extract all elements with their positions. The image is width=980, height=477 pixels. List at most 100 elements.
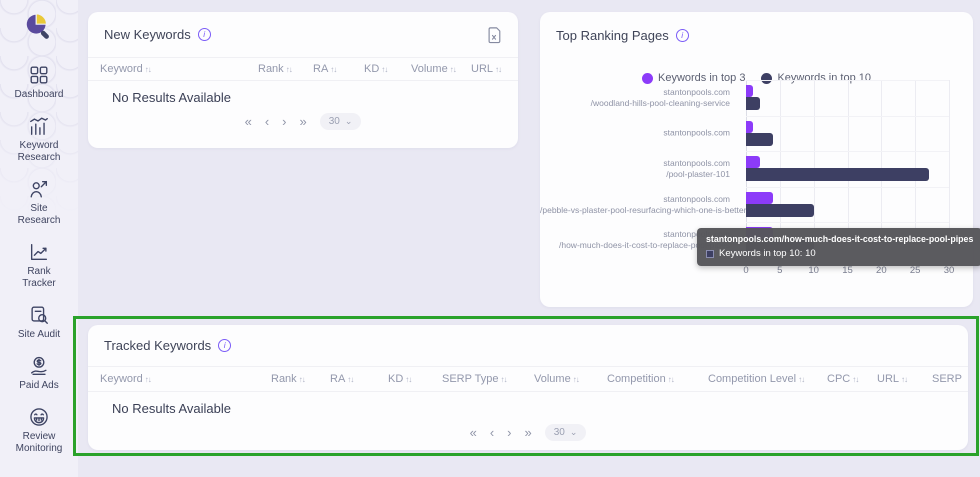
sort-icon: ↑↓ [298,375,306,384]
sidebar-item-paid-ads[interactable]: Paid Ads [10,355,68,392]
app-logo[interactable] [22,10,56,44]
pie-magnifier-logo-icon [26,13,49,39]
page-size-select[interactable]: 30 ⌄ [544,424,587,441]
sidebar-item-label: Dashboard [14,89,64,100]
gridline-horizontal [746,151,949,153]
keyword-research-icon [28,115,50,137]
sidebar-item-label: Rank Tracker [22,266,56,289]
column-label: SERP [932,373,962,385]
chevron-down-icon: ⌄ [569,426,578,437]
info-icon[interactable]: i [675,28,689,42]
tooltip-series-swatch [706,249,714,258]
column-header-ra[interactable]: RA ↑↓ [313,63,364,75]
column-header-rank[interactable]: Rank ↑↓ [271,373,330,385]
sidebar-item-label: Site Audit [17,329,61,340]
column-label: Volume [534,373,571,385]
new-keywords-title: New Keywords [104,27,191,42]
column-header-keyword[interactable]: Keyword ↑↓ [100,63,258,75]
bar-keywords-in-top-3[interactable] [746,120,753,133]
column-label: URL [877,373,900,385]
column-label: Keyword [100,373,143,385]
sidebar-item-rank-tracker[interactable]: Rank Tracker [10,241,68,290]
bar-keywords-in-top-10[interactable] [746,203,814,217]
column-header-serp: SERP [932,373,962,385]
column-header-kd[interactable]: KD ↑↓ [364,63,411,75]
column-header-serp-type[interactable]: SERP Type ↑↓ [442,373,534,385]
column-header-cpc[interactable]: CPC ↑↓ [827,373,877,385]
column-header-keyword[interactable]: Keyword ↑↓ [100,373,271,385]
tracked-keywords-pagination: « ‹ › » 30 ⌄ [88,424,968,441]
sort-icon: ↑↓ [405,375,412,384]
x-tick-label: 5 [777,265,783,276]
chevron-down-icon: ⌄ [344,115,353,126]
pagination-prev-button[interactable]: ‹ [264,114,270,129]
sidebar-nav: Dashboard Keyword Research Site Research Ra… [0,44,78,455]
chart-tooltip: stantonpools.com/how-much-does-it-cost-t… [697,228,980,266]
pagination-last-button[interactable]: » [299,114,307,129]
new-keywords-pagination: « ‹ › » 30 ⌄ [88,113,518,130]
x-tick-label: 0 [743,265,749,276]
legend-label: Keywords in top 3 [658,72,746,84]
bar-keywords-in-top-10[interactable] [746,168,929,182]
sort-icon: ↑↓ [667,375,675,384]
column-label: Keyword [100,63,143,75]
x-tick-label: 10 [808,265,819,276]
tracked-keywords-empty-text: No Results Available [112,401,231,416]
sidebar-item-site-research[interactable]: Site Research [10,178,68,227]
gridline-horizontal [746,186,949,188]
page-size-select[interactable]: 30 ⌄ [319,113,362,130]
column-label: Rank [258,63,284,75]
paid-ads-icon [28,355,50,377]
review-monitoring-icon [28,406,50,428]
category-label: stantonpools.com/pebble-vs-plaster-pool-… [540,193,747,215]
column-label: URL [471,63,494,75]
column-header-volume[interactable]: Volume ↑↓ [411,63,471,75]
pagination-prev-button[interactable]: ‹ [489,425,495,440]
sort-icon: ↑↓ [572,375,580,384]
sidebar-item-review-monitoring[interactable]: Review Monitoring [10,406,68,455]
bar-keywords-in-top-3[interactable] [746,156,760,169]
column-header-kd[interactable]: KD ↑↓ [388,373,442,385]
column-header-rank[interactable]: Rank ↑↓ [258,63,313,75]
sidebar-item-label: Paid Ads [19,380,59,391]
category-label: stantonpools.com [663,127,730,138]
new-keywords-empty-text: No Results Available [112,90,231,105]
column-label: Competition [607,373,666,385]
column-header-volume[interactable]: Volume ↑↓ [534,373,607,385]
sort-icon: ↑↓ [330,65,337,74]
pagination-first-button[interactable]: « [244,114,252,129]
column-label: Rank [271,373,297,385]
column-label: Competition Level [708,373,797,385]
pagination-last-button[interactable]: » [524,425,532,440]
bar-keywords-in-top-10[interactable] [746,132,774,146]
sidebar-item-site-audit[interactable]: Site Audit [10,304,68,341]
sidebar-item-label: Site Research [17,203,61,226]
column-header-url[interactable]: URL ↑↓ [877,373,932,385]
info-icon[interactable]: i [197,28,211,41]
category-label: stantonpools.com/how-much-does-it-cost-t… [558,229,730,251]
column-header-competition-level[interactable]: Competition Level ↑↓ [708,373,827,385]
sort-icon: ↑↓ [449,65,457,74]
pagination-next-button[interactable]: › [507,425,512,440]
new-keywords-panel: New Keywords i Keyword ↑↓ Rank ↑↓ RA ↑↓ KD ↑↓ Vo… [88,12,518,148]
sidebar: Dashboard Keyword Research Site Research Ra… [0,0,78,477]
pagination-next-button[interactable]: › [282,114,287,129]
column-header-url[interactable]: URL ↑↓ [471,63,506,75]
bar-keywords-in-top-3[interactable] [746,191,774,204]
sort-icon: ↑↓ [347,375,354,384]
sort-icon: ↑↓ [144,375,152,384]
sidebar-item-dashboard[interactable]: Dashboard [10,64,68,101]
bar-keywords-in-top-10[interactable] [746,97,760,110]
pagination-first-button[interactable]: « [469,425,477,440]
export-xls-button[interactable] [486,26,502,44]
legend-item-keywords-in-top-3[interactable]: Keywords in top 3 [642,72,745,84]
column-header-ra[interactable]: RA ↑↓ [330,373,388,385]
legend-dot-icon [642,72,653,84]
sidebar-item-keyword-research[interactable]: Keyword Research [10,115,68,164]
sort-icon: ↑↓ [901,375,908,384]
tracked-keywords-header-row: Keyword ↑↓ Rank ↑↓ RA ↑↓ KD ↑↓ SERP Type ↑↓ Volume… [88,367,968,392]
rank-tracker-icon [28,241,50,263]
bar-keywords-in-top-3[interactable] [746,85,753,97]
info-icon[interactable]: i [218,339,232,352]
column-header-competition[interactable]: Competition ↑↓ [607,373,708,385]
